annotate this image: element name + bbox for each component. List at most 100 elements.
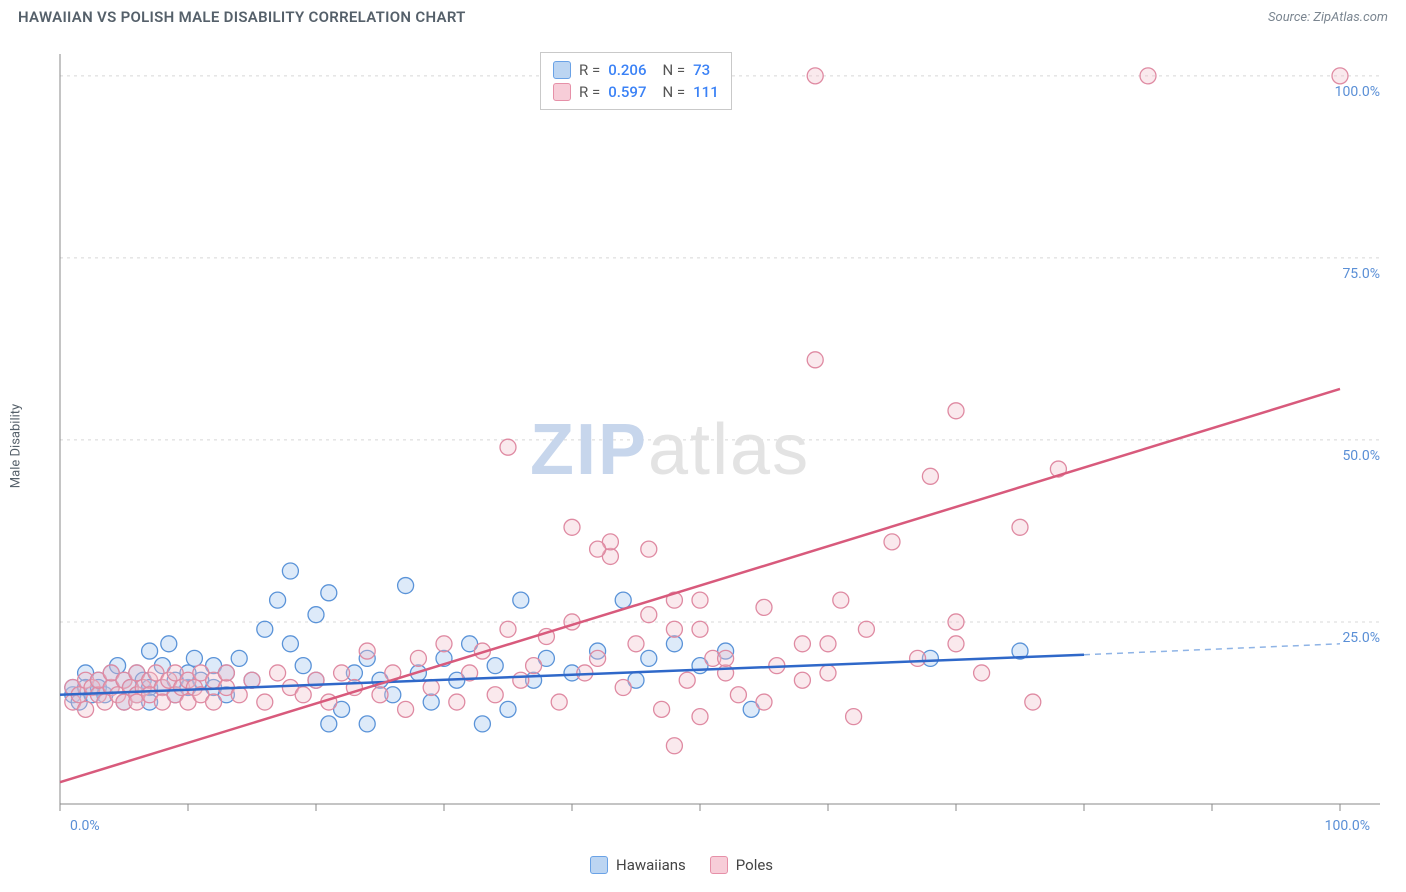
legend-n-label: N = (662, 81, 685, 103)
data-point (641, 541, 657, 557)
data-point (449, 694, 465, 710)
data-point (1025, 694, 1041, 710)
data-point (922, 468, 938, 484)
data-point (474, 716, 490, 732)
data-point (692, 709, 708, 725)
data-point (142, 643, 158, 659)
data-point (257, 694, 273, 710)
data-point (231, 650, 247, 666)
data-point (628, 636, 644, 652)
x-tick-label: 100.0% (1325, 818, 1370, 834)
series-legend-label: Poles (736, 854, 773, 876)
data-point (295, 687, 311, 703)
data-point (410, 650, 426, 666)
data-point (398, 701, 414, 717)
data-point (807, 352, 823, 368)
legend-swatch (590, 856, 608, 874)
data-point (218, 665, 234, 681)
data-point (794, 636, 810, 652)
legend-swatch (710, 856, 728, 874)
data-point (487, 687, 503, 703)
scatter-chart: 25.0%50.0%75.0%100.0%0.0%100.0% R =0.206… (50, 44, 1390, 834)
data-point (858, 621, 874, 637)
series-legend-item: Hawaiians (590, 854, 686, 876)
data-point (666, 636, 682, 652)
data-point (794, 672, 810, 688)
data-point (756, 599, 772, 615)
data-point (78, 701, 94, 717)
data-point (590, 541, 606, 557)
data-point (666, 621, 682, 637)
data-point (884, 534, 900, 550)
data-point (206, 694, 222, 710)
stats-legend: R =0.206N =73R =0.597N =111 (540, 52, 732, 110)
data-point (641, 650, 657, 666)
legend-n-value: 111 (693, 81, 719, 103)
data-point (833, 592, 849, 608)
data-point (820, 665, 836, 681)
data-point (590, 650, 606, 666)
data-point (282, 636, 298, 652)
data-point (679, 672, 695, 688)
data-point (321, 585, 337, 601)
data-point (270, 592, 286, 608)
data-point (270, 665, 286, 681)
data-point (359, 716, 375, 732)
y-axis-label: Male Disability (9, 404, 24, 488)
data-point (1140, 68, 1156, 84)
data-point (500, 439, 516, 455)
legend-row: R = 0.597 N = 111 (553, 81, 719, 103)
data-point (423, 694, 439, 710)
data-point (948, 636, 964, 652)
data-point (513, 672, 529, 688)
data-point (846, 709, 862, 725)
data-point (186, 650, 202, 666)
data-point (654, 701, 670, 717)
data-point (295, 658, 311, 674)
series-legend-item: Poles (710, 854, 773, 876)
data-point (692, 592, 708, 608)
legend-r-label: R = (579, 81, 600, 103)
data-point (526, 658, 542, 674)
data-point (334, 665, 350, 681)
data-point (423, 679, 439, 695)
data-point (161, 636, 177, 652)
y-tick-label: 100.0% (1335, 84, 1380, 100)
legend-r-label: R = (579, 59, 600, 81)
legend-row: R =0.206N =73 (553, 59, 719, 81)
data-point (948, 614, 964, 630)
data-point (359, 643, 375, 659)
data-point (436, 636, 452, 652)
data-point (308, 607, 324, 623)
data-point (500, 621, 516, 637)
legend-r-value: 0.206 (608, 59, 646, 81)
legend-r-value: 0.597 (608, 81, 646, 103)
data-point (756, 694, 772, 710)
trend-line-dashed (1084, 644, 1340, 655)
y-tick-label: 75.0% (1342, 266, 1380, 282)
data-point (487, 658, 503, 674)
data-point (282, 563, 298, 579)
data-point (641, 607, 657, 623)
x-tick-label: 0.0% (70, 818, 100, 834)
data-point (974, 665, 990, 681)
data-point (372, 687, 388, 703)
data-point (910, 650, 926, 666)
legend-swatch (553, 83, 571, 101)
series-legend: Hawaiians Poles (590, 854, 773, 876)
data-point (257, 621, 273, 637)
data-point (321, 716, 337, 732)
data-point (666, 738, 682, 754)
y-tick-label: 25.0% (1342, 630, 1380, 646)
data-point (551, 694, 567, 710)
legend-n-label: N = (662, 59, 685, 81)
data-point (718, 650, 734, 666)
data-point (730, 687, 746, 703)
data-point (1332, 68, 1348, 84)
data-point (615, 592, 631, 608)
data-point (948, 403, 964, 419)
chart-title: HAWAIIAN VS POLISH MALE DISABILITY CORRE… (18, 8, 466, 26)
data-point (615, 679, 631, 695)
source-label: Source: ZipAtlas.com (1268, 10, 1388, 25)
series-legend-label: Hawaiians (616, 854, 686, 876)
